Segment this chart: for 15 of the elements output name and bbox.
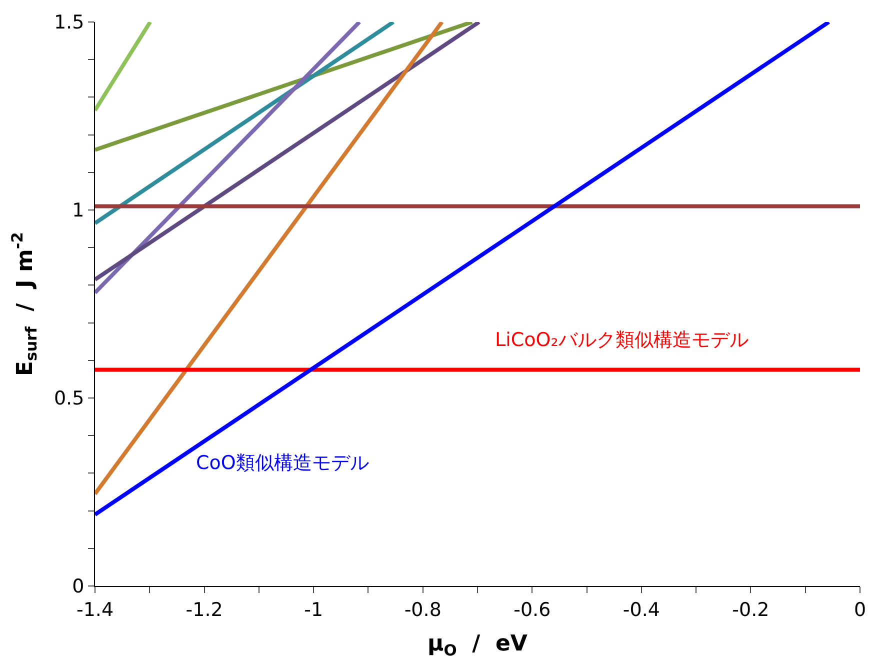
x-tick-label: -0.6 [514,598,551,621]
x-tick-label: -0.8 [404,598,442,621]
annotation: LiCoO₂バルク類似構造モデル [495,329,748,351]
x-axis-title: μ$_{O}$ / eV [428,632,528,660]
x-tick-label: -1 [304,598,324,621]
annotation: CoO類似構造モデル [196,452,369,474]
x-tick-label: -1.2 [186,598,223,621]
x-tick-label: 0 [854,598,866,621]
y-tick-label: 1 [72,200,84,222]
y-tick-label: 0.5 [54,388,84,410]
x-tick-label: -1.4 [76,598,114,621]
y-tick-label: 1.5 [54,12,84,34]
y-tick-label: 0 [72,576,84,598]
x-tick-label: -0.4 [622,598,660,621]
x-tick-label: -0.2 [732,598,770,621]
